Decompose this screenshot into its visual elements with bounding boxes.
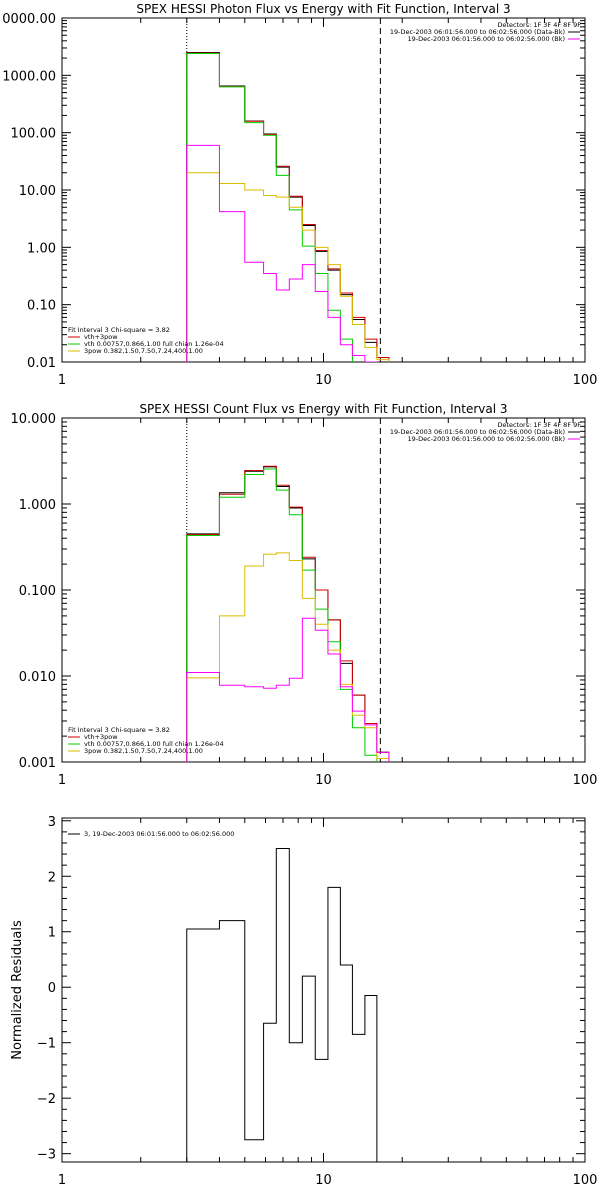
legend-entry: 3, 19-Dec-2003 06:01:56.000 to 06:02:56.… [84,830,234,838]
y-tick-label: 0.010 [19,670,56,685]
y-tick-label: 0 [48,981,56,996]
legend-entry: Fit Interval 3 Chi-square = 3.82 [68,726,170,734]
series-5-histogram [186,617,390,762]
y-tick-label: 0000.00 [2,12,56,27]
y-axis-label: Normalized Residuals [10,920,25,1060]
y-tick-label: 1.000 [19,498,56,513]
y-tick-label: 10.000 [11,412,57,427]
y-tick-label: 1 [48,926,56,941]
y-tick-label: 0.10 [27,299,56,314]
annotation-line: 19-Dec-2003 06:01:56.000 to 06:02:56.000… [390,428,565,436]
chart-title: SPEX HESSI Count Flux vs Energy with Fit… [139,402,507,416]
y-tick-label: −1 [37,1037,56,1052]
y-tick-label: 0.01 [27,356,56,371]
x-tick-label: 100 [573,773,598,788]
y-tick-label: 10.00 [19,184,56,199]
chart-panel-3: 1 10 100 −3 −2 −1 0 1 2 3 Normalized Residuals 3, 1… [10,815,598,1188]
x-tick-label: 100 [573,1173,598,1188]
y-tick-label: 1.00 [27,241,56,256]
series-5-histogram [186,144,378,362]
series-group [186,848,378,1162]
chart-panel-2: SPEX HESSI Count Flux vs Energy with Fit… [11,402,598,788]
annotation-line: 19-Dec-2003 06:01:56.000 to 06:02:56.000… [408,35,566,43]
series-4-histogram [186,552,390,762]
legend-entry: vth 0.00757,0.866,1.00 full chian 1.26e-… [84,340,224,348]
legend-entry: vth+3pow [84,733,118,741]
x-tick-label: 1 [58,373,66,388]
y-tick-label: 1000.00 [2,69,56,84]
annotation-line: Detectors: 1F 3F 4F 8F 9F [497,21,581,29]
annotation-line: 19-Dec-2003 06:01:56.000 to 06:02:56.000… [408,435,566,443]
legend-entry: 3pow 0.382,1.50,7.50,7.24,400,1.00 [84,347,203,355]
series-4-histogram [186,172,390,362]
x-tick-label: 10 [315,773,332,788]
x-tick-label: 10 [315,373,332,388]
x-tick-label: 100 [573,373,598,388]
x-tick-label: 10 [315,1173,332,1188]
series-1-histogram [186,848,378,1162]
chart-panel-1: SPEX HESSI Photon Flux vs Energy with Fi… [2,2,598,388]
annotation-line: 19-Dec-2003 06:01:56.000 to 06:02:56.000… [390,28,565,36]
series-group [186,465,390,762]
x-tick-label: 1 [58,773,66,788]
annotation-line: Detectors: 1F 3F 4F 8F 9F [497,421,581,429]
legend-entry: vth+3pow [84,333,118,341]
y-tick-label: −3 [37,1148,56,1163]
plot-frame [61,817,586,1163]
series-group [186,52,390,362]
y-tick-label: 2 [48,870,56,885]
legend-entry: Fit Interval 3 Chi-square = 3.82 [68,326,170,334]
y-tick-label: 100.00 [11,127,57,142]
plot-frame [61,17,586,363]
chart-title: SPEX HESSI Photon Flux vs Energy with Fi… [136,2,510,16]
y-tick-label: 3 [48,815,56,830]
legend-entry: 3pow 0.382,1.50,7.50,7.24,400,1.00 [84,747,203,755]
series-3-histogram [186,468,378,762]
legend-entry: vth 0.00757,0.866,1.00 full chian 1.26e-… [84,740,224,748]
series-3-histogram [186,53,353,362]
y-tick-label: 0.100 [19,584,56,599]
y-tick-label: 0.001 [19,756,56,771]
y-tick-label: −2 [37,1092,56,1107]
x-tick-label: 1 [58,1173,66,1188]
